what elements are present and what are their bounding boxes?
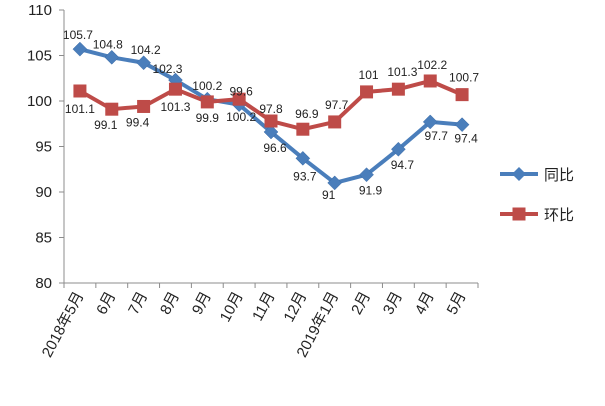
x-tick-label: 5月	[444, 289, 470, 318]
data-point-mom	[391, 82, 405, 96]
data-label-mom: 101.3	[387, 65, 417, 79]
x-tick-label: 7月	[125, 289, 151, 318]
data-label-mom: 99.1	[94, 118, 118, 132]
data-label-mom: 100.7	[449, 71, 479, 85]
data-point-mom	[296, 122, 310, 136]
x-tick-label: 11月	[249, 289, 278, 324]
data-point-mom	[105, 102, 119, 116]
y-tick-label: 80	[35, 275, 52, 292]
data-point-yoy	[454, 117, 470, 133]
data-label-yoy: 104.2	[131, 43, 161, 57]
legend-label: 同比	[544, 167, 574, 184]
y-tick-label: 95	[35, 139, 52, 156]
data-label-yoy: 91.9	[359, 184, 383, 198]
data-point-yoy	[104, 49, 120, 65]
data-point-yoy	[72, 41, 88, 57]
data-label-yoy: 100.2	[192, 79, 222, 93]
x-tick-label: 4月	[412, 289, 438, 318]
data-label-yoy: 97.4	[454, 132, 478, 146]
legend-label: 环比	[544, 207, 574, 224]
data-label-mom: 99.4	[126, 115, 150, 129]
data-label-mom: 100.2	[226, 110, 256, 124]
y-tick-label: 85	[35, 230, 52, 247]
data-point-mom	[264, 114, 278, 128]
data-point-mom	[168, 82, 182, 96]
data-point-mom	[328, 115, 342, 129]
data-label-mom: 96.9	[295, 107, 319, 121]
x-tick-label: 6月	[93, 289, 119, 318]
data-label-mom: 99.9	[196, 111, 220, 125]
data-label-mom: 101.3	[160, 100, 190, 114]
data-point-mom	[137, 99, 151, 113]
data-point-mom	[423, 74, 437, 88]
data-point-mom	[73, 84, 87, 98]
data-point-yoy	[295, 150, 311, 166]
data-point-mom	[200, 95, 214, 109]
data-point-yoy	[136, 55, 151, 71]
y-tick-label: 110	[28, 2, 52, 19]
x-tick-label: 3月	[380, 289, 406, 318]
y-axis-ticks: 80 85 90 95 100 105 110	[27, 2, 64, 292]
data-point-yoy	[391, 141, 406, 157]
data-label-yoy: 105.7	[63, 28, 93, 42]
x-tick-label: 8月	[157, 289, 183, 318]
data-label-mom: 102.2	[417, 58, 447, 72]
data-label-yoy: 93.7	[293, 169, 317, 183]
data-label-mom: 101.1	[65, 102, 95, 116]
x-tick-label: 2月	[348, 289, 374, 318]
x-tick-label: 2018年5月	[39, 289, 88, 360]
y-tick-label: 90	[35, 184, 52, 201]
y-tick-label: 105	[27, 48, 52, 65]
series-markers	[72, 41, 470, 191]
data-point-mom	[232, 92, 246, 106]
data-label-yoy: 97.7	[425, 129, 449, 143]
data-point-yoy	[327, 175, 343, 191]
legend-marker-diamond	[512, 167, 526, 181]
data-label-yoy: 102.3	[152, 62, 182, 76]
data-label-yoy: 96.6	[263, 141, 287, 155]
data-point-yoy	[422, 114, 438, 130]
data-point-mom	[455, 88, 469, 102]
x-tick-label: 9月	[189, 289, 215, 318]
x-tick-label: 10月	[217, 289, 247, 325]
y-tick-label: 100	[27, 93, 52, 110]
data-point-yoy	[359, 167, 374, 183]
data-label-yoy: 91	[322, 188, 336, 202]
x-tick-label: 12月	[280, 289, 310, 325]
data-label-mom: 97.7	[325, 98, 349, 112]
legend-marker-square	[512, 207, 526, 221]
data-label-yoy: 94.7	[391, 158, 415, 172]
data-point-mom	[360, 85, 374, 99]
data-label-yoy: 104.8	[93, 37, 123, 51]
data-label-mom: 97.8	[259, 102, 283, 116]
data-point-yoy	[263, 124, 279, 140]
data-label-yoy: 99.6	[229, 85, 253, 99]
data-label-mom: 101	[359, 68, 379, 82]
